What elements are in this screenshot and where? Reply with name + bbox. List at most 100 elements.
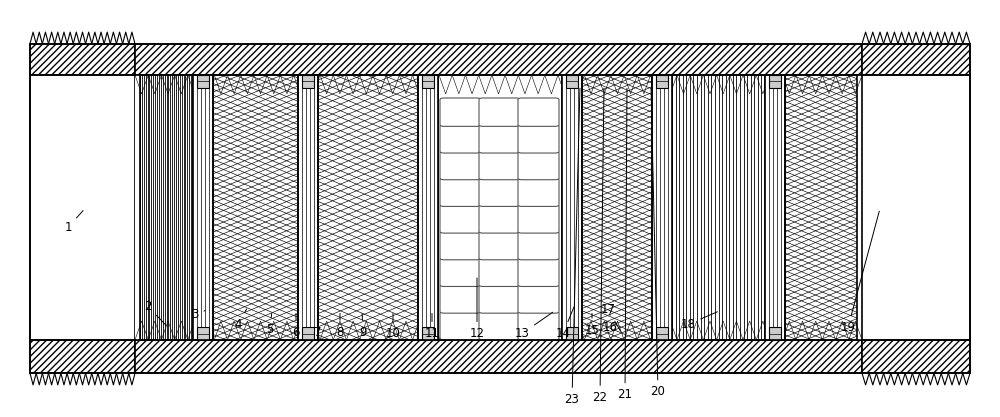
Polygon shape xyxy=(571,75,584,94)
FancyBboxPatch shape xyxy=(440,231,481,260)
FancyBboxPatch shape xyxy=(518,311,559,340)
Polygon shape xyxy=(769,75,783,94)
Text: 1: 1 xyxy=(64,211,83,234)
Bar xyxy=(562,75,582,340)
Polygon shape xyxy=(756,321,769,340)
Polygon shape xyxy=(849,321,862,340)
Text: 21: 21 xyxy=(618,88,633,402)
Polygon shape xyxy=(148,321,161,340)
FancyBboxPatch shape xyxy=(479,258,520,286)
Polygon shape xyxy=(201,321,214,340)
Bar xyxy=(862,75,970,340)
Polygon shape xyxy=(320,321,333,340)
Text: 16: 16 xyxy=(602,314,618,334)
FancyBboxPatch shape xyxy=(479,285,520,313)
Polygon shape xyxy=(439,321,452,340)
Bar xyxy=(30,44,135,75)
Polygon shape xyxy=(505,321,518,340)
FancyBboxPatch shape xyxy=(479,98,520,126)
Polygon shape xyxy=(228,75,241,94)
Polygon shape xyxy=(677,321,690,340)
FancyBboxPatch shape xyxy=(518,205,559,233)
FancyBboxPatch shape xyxy=(479,205,520,233)
Polygon shape xyxy=(452,75,465,94)
Polygon shape xyxy=(743,321,756,340)
Polygon shape xyxy=(320,75,333,94)
FancyBboxPatch shape xyxy=(440,151,481,180)
Polygon shape xyxy=(703,321,717,340)
FancyBboxPatch shape xyxy=(479,125,520,153)
Polygon shape xyxy=(399,321,413,340)
Text: 9: 9 xyxy=(359,314,367,339)
Polygon shape xyxy=(809,75,822,94)
Polygon shape xyxy=(730,75,743,94)
Text: 7: 7 xyxy=(314,314,322,339)
Bar xyxy=(302,327,314,340)
Polygon shape xyxy=(518,75,532,94)
Polygon shape xyxy=(611,75,624,94)
Polygon shape xyxy=(452,321,465,340)
Bar xyxy=(318,75,418,340)
Polygon shape xyxy=(796,321,809,340)
Text: 5: 5 xyxy=(266,314,274,336)
Bar xyxy=(566,327,578,340)
Polygon shape xyxy=(611,321,624,340)
Polygon shape xyxy=(386,321,399,340)
Polygon shape xyxy=(294,321,307,340)
Polygon shape xyxy=(545,75,558,94)
Polygon shape xyxy=(307,75,320,94)
Bar xyxy=(418,75,438,340)
FancyBboxPatch shape xyxy=(518,98,559,126)
FancyBboxPatch shape xyxy=(479,311,520,340)
Polygon shape xyxy=(161,75,175,94)
Bar xyxy=(862,44,970,75)
Text: 8: 8 xyxy=(336,314,344,339)
Bar xyxy=(672,75,765,340)
Polygon shape xyxy=(254,321,267,340)
Text: 17: 17 xyxy=(600,303,621,331)
Bar xyxy=(140,75,193,340)
Bar xyxy=(582,75,652,340)
Bar xyxy=(566,75,578,88)
Polygon shape xyxy=(188,75,201,94)
Bar xyxy=(30,75,135,340)
Polygon shape xyxy=(201,75,214,94)
Text: 11: 11 xyxy=(424,314,440,340)
Polygon shape xyxy=(558,321,571,340)
Bar xyxy=(197,327,209,340)
Text: 12: 12 xyxy=(470,278,484,340)
FancyBboxPatch shape xyxy=(440,258,481,286)
Polygon shape xyxy=(756,75,769,94)
Bar xyxy=(135,340,862,373)
Polygon shape xyxy=(465,321,479,340)
Bar xyxy=(135,44,862,75)
FancyBboxPatch shape xyxy=(518,231,559,260)
Bar xyxy=(422,327,434,340)
Bar xyxy=(656,327,668,340)
Polygon shape xyxy=(849,75,862,94)
FancyBboxPatch shape xyxy=(479,231,520,260)
Polygon shape xyxy=(677,75,690,94)
Bar xyxy=(656,75,668,88)
Polygon shape xyxy=(836,321,849,340)
Polygon shape xyxy=(651,75,664,94)
Polygon shape xyxy=(228,321,241,340)
Polygon shape xyxy=(796,75,809,94)
FancyBboxPatch shape xyxy=(479,178,520,206)
Polygon shape xyxy=(690,321,703,340)
Polygon shape xyxy=(267,75,280,94)
Polygon shape xyxy=(280,321,294,340)
Polygon shape xyxy=(386,75,399,94)
Polygon shape xyxy=(267,321,280,340)
Bar xyxy=(30,44,135,75)
Bar xyxy=(769,75,781,88)
Polygon shape xyxy=(214,321,228,340)
FancyBboxPatch shape xyxy=(440,125,481,153)
Text: 4: 4 xyxy=(234,309,247,331)
Polygon shape xyxy=(333,75,346,94)
Polygon shape xyxy=(135,75,148,94)
Text: 18: 18 xyxy=(681,312,717,331)
Bar xyxy=(862,44,970,75)
FancyBboxPatch shape xyxy=(518,125,559,153)
Bar xyxy=(438,75,562,340)
